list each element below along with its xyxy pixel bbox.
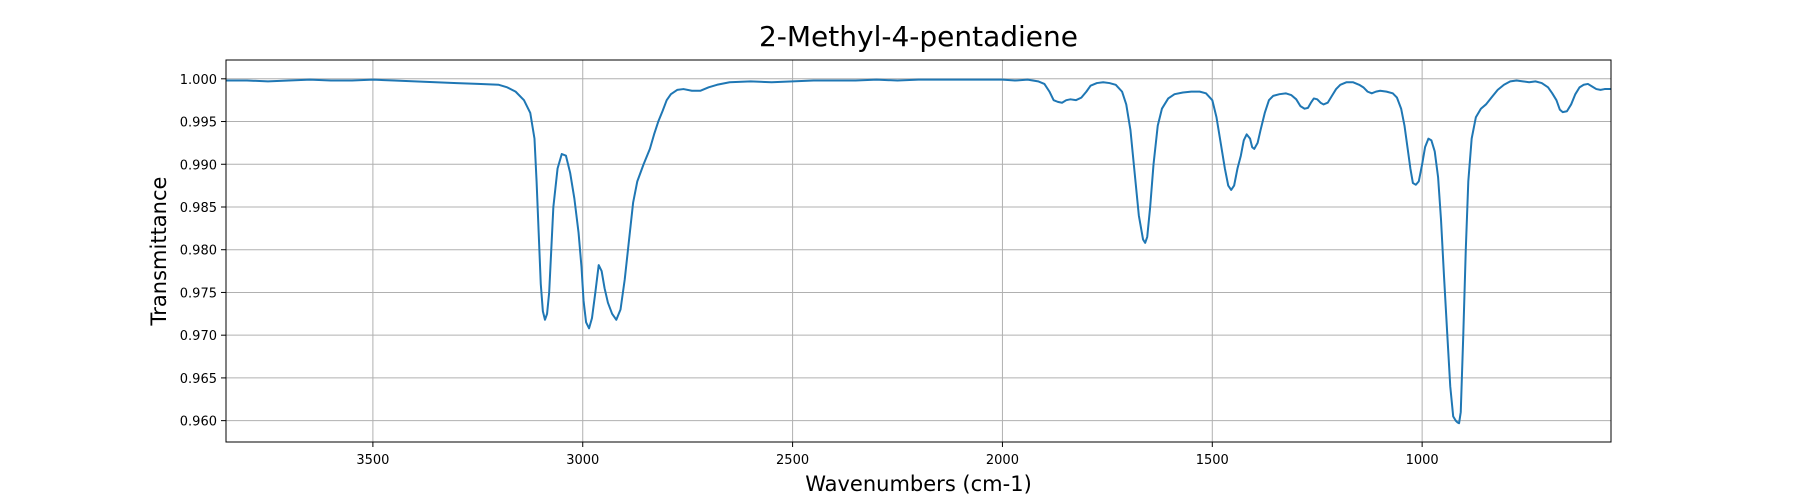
y-tick-label: 0.960 xyxy=(180,415,217,430)
x-tick-label: 1000 xyxy=(1406,453,1439,468)
grid-lines xyxy=(226,60,1611,442)
y-tick-label: 0.995 xyxy=(180,116,217,131)
x-tick-label: 2500 xyxy=(776,453,809,468)
y-tick-label: 0.965 xyxy=(180,372,217,387)
y-tick-label: 1.000 xyxy=(180,73,217,88)
y-axis-ticks: 0.960 0.965 0.970 0.975 0.980 0.985 0.990 0.995… xyxy=(180,73,226,430)
x-axis-ticks: 3500 3000 2500 2000 1500 1000 xyxy=(356,442,1439,468)
x-tick-label: 1500 xyxy=(1196,453,1229,468)
y-tick-label: 0.985 xyxy=(180,201,217,216)
y-tick-label: 0.975 xyxy=(180,286,217,301)
y-tick-label: 0.980 xyxy=(180,244,217,259)
y-tick-label: 0.990 xyxy=(180,158,217,173)
x-tick-label: 3000 xyxy=(566,453,599,468)
x-tick-label: 2000 xyxy=(986,453,1019,468)
plot-frame xyxy=(225,59,1612,443)
series-line-transmittance xyxy=(226,78,1611,425)
x-tick-label: 3500 xyxy=(356,453,389,468)
x-axis-label: Wavenumbers (cm-1) xyxy=(805,472,1032,496)
y-tick-label: 0.970 xyxy=(180,329,217,344)
chart-title: 2-Methyl-4-pentadiene xyxy=(759,20,1078,53)
y-axis-label: Transmittance xyxy=(147,177,171,327)
